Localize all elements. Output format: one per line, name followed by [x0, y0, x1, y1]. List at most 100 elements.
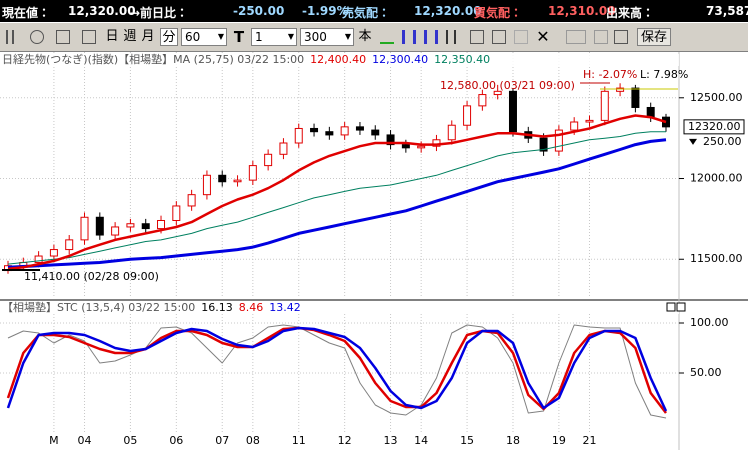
value: 73,587: [706, 4, 748, 18]
x-tick-label: 15: [460, 434, 474, 447]
icon[interactable]: [446, 30, 456, 44]
panel-control: [666, 302, 676, 312]
candle-body: [600, 90, 609, 121]
candle-body: [539, 137, 548, 152]
icon[interactable]: [6, 30, 14, 44]
icon[interactable]: [402, 30, 416, 44]
header-value: 12,300.40: [372, 53, 428, 66]
value: -1.99%: [302, 4, 349, 18]
series-line: [7, 114, 667, 271]
candle-body: [447, 124, 456, 141]
y-tick-label: 11500.00: [690, 252, 743, 265]
y-tick-label: 12500.00: [690, 91, 743, 104]
header-value: 16.13: [201, 301, 233, 314]
x-tick-label: 13: [384, 434, 398, 447]
candle-body: [493, 90, 502, 96]
x-tick-label: 14: [414, 434, 428, 447]
annotation: H: -2.07%: [583, 68, 637, 81]
x-tick-label: 19: [552, 434, 566, 447]
series-line: [6, 326, 668, 412]
month-button[interactable]: 月: [141, 29, 155, 44]
icon[interactable]: [594, 30, 608, 44]
icon[interactable]: [566, 30, 586, 44]
price-tag-box: [683, 119, 745, 135]
delete-icon[interactable]: ✕: [536, 27, 550, 46]
header-value: 12,400.40: [310, 53, 366, 66]
candle-body: [340, 126, 349, 136]
annotation: 11,410.00 (02/28 09:00): [24, 270, 159, 283]
y-tick-label: 12000.00: [690, 172, 743, 185]
candle-body: [371, 129, 380, 136]
icon[interactable]: [492, 30, 506, 44]
eraser-icon[interactable]: [514, 30, 528, 44]
x-tick-label: 06: [169, 434, 183, 447]
icon[interactable]: [56, 30, 70, 44]
y-tick-label: 50.00: [690, 366, 722, 379]
down-arrow: [689, 138, 697, 145]
header-value: 12,350.40: [434, 53, 490, 66]
icon[interactable]: [82, 30, 96, 44]
candle-body: [463, 105, 472, 126]
price-tag: 12320.00: [688, 120, 741, 133]
candle-body: [478, 94, 487, 107]
count-select[interactable]: 1: [251, 28, 297, 46]
minute-button[interactable]: 分: [160, 28, 178, 46]
candle-body: [65, 239, 74, 251]
panel-header: [0, 302, 679, 314]
interval-select[interactable]: 60: [181, 28, 227, 46]
candle-body: [631, 87, 640, 108]
y-tick-label: 100.00: [690, 316, 729, 329]
label: 買気配：: [474, 6, 523, 20]
candle-body: [49, 249, 58, 257]
series-line: [7, 131, 666, 265]
save-button[interactable]: 保存: [637, 28, 671, 46]
candle-body: [80, 216, 89, 241]
grid-icon[interactable]: [470, 30, 484, 44]
candle-body: [264, 153, 273, 167]
day-button[interactable]: 日: [105, 29, 119, 44]
zoom-icon[interactable]: [30, 30, 44, 44]
icon[interactable]: [614, 30, 628, 44]
week-button[interactable]: 週: [123, 29, 137, 44]
panel-title: 日経先物(つなぎ)(指数)【相場塾】MA (25,75) 03/22 15:00: [2, 52, 304, 66]
icon[interactable]: [424, 30, 438, 44]
bars-select[interactable]: 300: [300, 28, 354, 46]
header-value: 8.46: [239, 301, 264, 314]
series-line: [6, 326, 667, 414]
candle-body: [233, 179, 242, 183]
candle-body: [34, 255, 43, 263]
text-tool[interactable]: T: [233, 28, 245, 46]
candle-body: [355, 126, 364, 131]
series-line: [7, 138, 667, 269]
candle-body: [172, 205, 181, 221]
x-tick-label: 11: [292, 434, 306, 447]
value: 12,310.00: [548, 4, 616, 18]
candle-body: [279, 142, 288, 155]
x-tick-label: 07: [215, 434, 229, 447]
candle-body: [218, 174, 227, 183]
x-tick-label: 04: [78, 434, 92, 447]
label: →前日比：: [130, 6, 189, 20]
candle-body: [585, 119, 594, 123]
candle-body: [202, 174, 211, 196]
label: 売気配：: [342, 6, 391, 20]
candle-body: [126, 223, 135, 228]
series-line: [7, 324, 667, 419]
header-value: 13.42: [269, 301, 301, 314]
label: 現在値：: [2, 6, 51, 20]
bars-unit: 本: [358, 29, 372, 44]
annotation: 12,580.00 (03/21 09:00): [440, 79, 575, 92]
candle-body: [141, 223, 150, 230]
candle-body: [157, 219, 166, 230]
label: 出来高：: [606, 6, 655, 20]
x-tick-label: 05: [123, 434, 137, 447]
icon[interactable]: [380, 30, 394, 44]
value: -250.00: [233, 4, 285, 18]
toolbar: 日 週 月 分 60 T 1 300 本 ✕ 保存: [0, 22, 748, 52]
panel-control: [676, 302, 686, 312]
panel-title: 【相場塾】STC (13,5,4) 03/22 15:00: [2, 300, 195, 314]
x-tick-label: 18: [506, 434, 520, 447]
candle-body: [401, 144, 410, 149]
candle-body: [187, 194, 196, 207]
